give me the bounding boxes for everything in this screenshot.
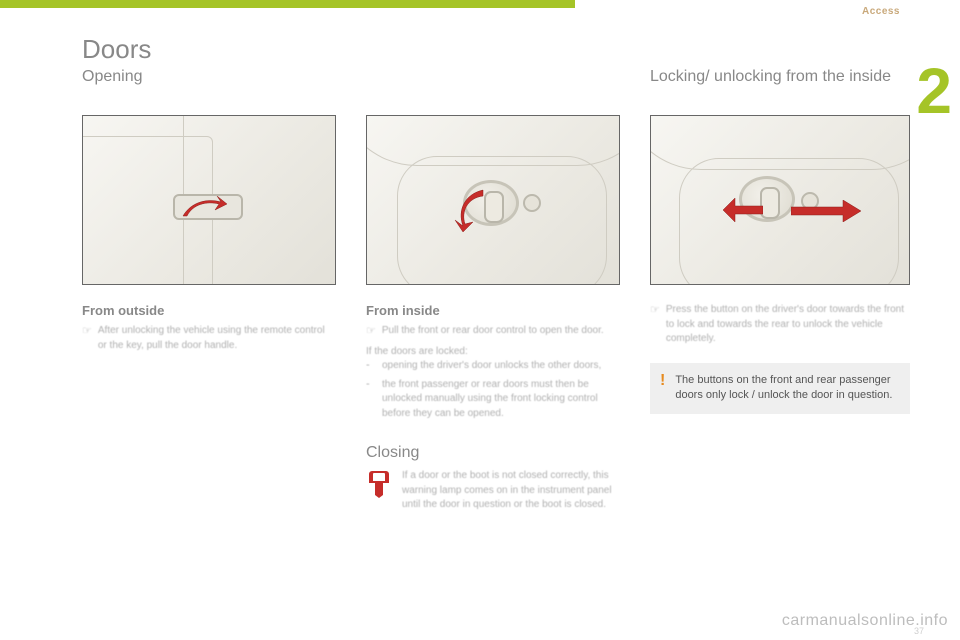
bullet-text: Pull the front or rear door control to o… <box>382 324 604 339</box>
page-content: Doors Opening From outside ☞ After unloc… <box>82 34 910 513</box>
dash-text: opening the driver's door unlocks the ot… <box>382 359 601 374</box>
section-heading-locking: Locking/ unlocking from the inside <box>650 67 910 105</box>
section-heading-opening: Opening <box>82 67 336 105</box>
exclamation-icon: ! <box>660 373 665 405</box>
section-heading-spacer <box>366 67 620 105</box>
bullet-item: ☞ After unlocking the vehicle using the … <box>82 324 336 353</box>
accent-top-bar <box>0 0 575 8</box>
note-intro: If the doors are locked: <box>366 345 620 360</box>
bullet-text: After unlocking the vehicle using the re… <box>98 324 336 353</box>
column-locking-inside: Locking/ unlocking from the inside ☞ Pre… <box>650 67 910 513</box>
dash-item: - opening the driver's door unlocks the … <box>366 359 620 374</box>
page-number: 37 <box>914 626 924 636</box>
warning-text: The buttons on the front and rear passen… <box>675 373 898 405</box>
column-opening-inside: From inside ☞ Pull the front or rear doo… <box>366 67 620 513</box>
pointer-icon: ☞ <box>650 303 660 347</box>
figure-exterior-handle <box>82 115 336 285</box>
figure-interior-handle <box>366 115 620 285</box>
dash-icon: - <box>366 378 376 422</box>
dash-text: the front passenger or rear doors must t… <box>382 378 620 422</box>
figure-locking-control <box>650 115 910 285</box>
dash-icon: - <box>366 359 376 374</box>
bullet-text: Press the button on the driver's door to… <box>666 303 910 347</box>
subheading-from-outside: From outside <box>82 303 336 318</box>
pointer-icon: ☞ <box>366 324 376 339</box>
warning-box: ! The buttons on the front and rear pass… <box>650 363 910 415</box>
closing-text: If a door or the boot is not closed corr… <box>402 469 620 513</box>
pointer-icon: ☞ <box>82 324 92 353</box>
closing-section: Closing If a door or the boot is not clo… <box>366 443 620 513</box>
section-heading-closing: Closing <box>366 443 620 463</box>
dash-item: - the front passenger or rear doors must… <box>366 378 620 422</box>
page-title: Doors <box>82 34 910 65</box>
subheading-from-inside: From inside <box>366 303 620 318</box>
dash-list: - opening the driver's door unlocks the … <box>366 359 620 421</box>
bullet-item: ☞ Pull the front or rear door control to… <box>366 324 620 339</box>
chapter-number: 2 <box>916 54 952 128</box>
bullet-item: ☞ Press the button on the driver's door … <box>650 303 910 347</box>
column-opening-outside: Opening From outside ☞ After unlocking t… <box>82 67 336 513</box>
section-corner-label: Access <box>862 6 900 17</box>
door-open-warning-icon <box>366 469 392 499</box>
